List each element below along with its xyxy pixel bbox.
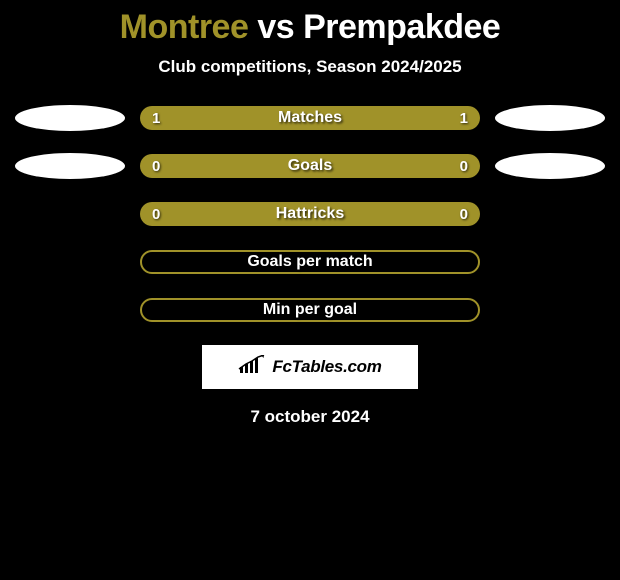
- stat-row: 0 Hattricks 0: [0, 201, 620, 227]
- stat-pill-matches: 1 Matches 1: [140, 106, 480, 130]
- left-indicator: [15, 105, 125, 131]
- badge-text: FcTables.com: [272, 357, 381, 377]
- player2-name: Prempakdee: [303, 8, 500, 46]
- player1-name: Montree: [120, 8, 249, 46]
- stat-label: Hattricks: [276, 205, 344, 223]
- left-value: 0: [152, 158, 160, 175]
- stat-label: Goals per match: [247, 253, 372, 271]
- page-title: Montree vs Prempakdee: [120, 8, 501, 47]
- right-value: 0: [460, 158, 468, 175]
- chart-icon: [238, 355, 266, 380]
- left-value: 0: [152, 206, 160, 223]
- right-indicator: [495, 105, 605, 131]
- stat-pill-goals-per-match: Goals per match: [140, 250, 480, 274]
- stat-label: Matches: [278, 109, 342, 127]
- stat-pill-goals: 0 Goals 0: [140, 154, 480, 178]
- stat-row: 0 Goals 0: [0, 153, 620, 179]
- stat-pill-min-per-goal: Min per goal: [140, 298, 480, 322]
- stat-label: Goals: [288, 157, 332, 175]
- fctables-badge[interactable]: FcTables.com: [202, 345, 418, 389]
- vs-text: vs: [257, 8, 294, 46]
- stat-row: Min per goal: [0, 297, 620, 323]
- comparison-container: Montree vs Prempakdee Club competitions,…: [0, 0, 620, 427]
- left-indicator: [15, 153, 125, 179]
- stat-rows: 1 Matches 1 0 Goals 0 0 Hattricks 0: [0, 105, 620, 323]
- stat-row: 1 Matches 1: [0, 105, 620, 131]
- footer-date: 7 october 2024: [250, 407, 369, 427]
- stat-pill-hattricks: 0 Hattricks 0: [140, 202, 480, 226]
- left-value: 1: [152, 110, 160, 127]
- right-indicator: [495, 153, 605, 179]
- subtitle: Club competitions, Season 2024/2025: [158, 57, 461, 77]
- right-value: 0: [460, 206, 468, 223]
- stat-row: Goals per match: [0, 249, 620, 275]
- right-value: 1: [460, 110, 468, 127]
- stat-label: Min per goal: [263, 301, 357, 319]
